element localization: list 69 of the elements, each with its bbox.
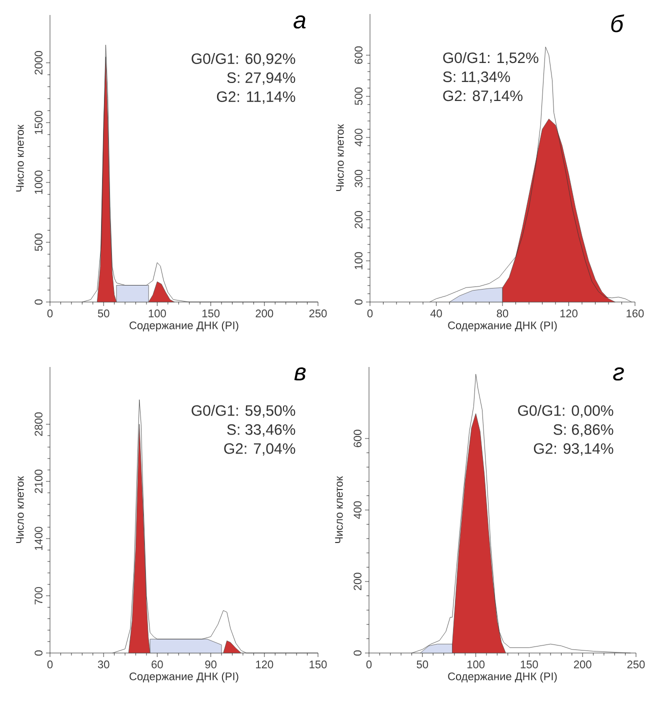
x-tick-label: 150: [310, 660, 327, 668]
chart-title: в: [294, 367, 306, 380]
x-tick-label: 50: [416, 660, 428, 668]
y-tick-label: 1000: [34, 170, 42, 194]
x-tick-label: 90: [205, 660, 216, 668]
x-tick-label: 150: [202, 310, 220, 318]
x-tick-label: 120: [560, 310, 578, 318]
y-tick-label: 300: [354, 170, 362, 188]
x-tick-label: 100: [467, 660, 485, 668]
x-tick-label: 80: [496, 310, 508, 318]
y-axis-title: Число клеток: [335, 476, 343, 543]
y-tick-label: 200: [354, 572, 362, 590]
y-tick-label: 2800: [34, 412, 42, 436]
y-tick-label: 500: [354, 88, 362, 106]
annotation: S: 6,86%: [554, 424, 614, 437]
annotation: S: 27,94%: [227, 72, 296, 85]
y-axis-title: Число клеток: [16, 124, 24, 192]
x-tick-label: 30: [98, 660, 110, 668]
y-tick-label: 700: [34, 587, 42, 604]
annotation: G2: 11,14%: [216, 91, 296, 104]
x-tick-label: 100: [148, 310, 166, 318]
x-tick-label: 250: [309, 310, 327, 318]
x-tick-label: 40: [430, 310, 442, 318]
x-tick-label: 0: [47, 660, 53, 668]
x-axis-title: Содержание ДНК (PI): [130, 321, 238, 332]
y-tick-label: 2000: [34, 51, 42, 75]
annotation: S: 11,34%: [443, 71, 510, 84]
annotation: G2: 7,04%: [224, 443, 296, 456]
y-axis-title: Число клеток: [336, 124, 344, 191]
y-tick-label: 400: [354, 128, 362, 146]
x-tick-label: 150: [520, 660, 538, 668]
y-tick-label: 0: [34, 650, 42, 656]
y-tick-label: 600: [354, 430, 362, 448]
y-tick-label: 400: [354, 501, 362, 519]
x-tick-label: 0: [367, 310, 373, 318]
x-tick-label: 60: [152, 660, 163, 668]
y-tick-label: 2100: [34, 470, 42, 494]
y-tick-label: 1400: [34, 526, 42, 550]
x-tick-label: 120: [256, 660, 274, 668]
y-tick-label: 500: [34, 233, 42, 251]
chart-title: г: [613, 367, 624, 381]
x-tick-label: 0: [366, 660, 372, 668]
x-tick-label: 200: [256, 310, 274, 318]
x-axis-title: Содержание ДНК (PI): [448, 672, 557, 682]
chart-title: а: [294, 15, 306, 29]
chart-title: б: [611, 14, 624, 32]
annotation: S: 33,46%: [227, 424, 296, 437]
y-axis-title: Число клеток: [16, 476, 24, 543]
annotation: G0/G1: 60,92%: [192, 52, 296, 66]
line-series: [429, 46, 632, 302]
x-tick-label: 160: [626, 310, 644, 318]
y-tick-label: 100: [354, 252, 362, 270]
x-tick-label: 250: [627, 660, 645, 668]
x-tick-label: 200: [574, 660, 592, 668]
y-tick-label: 0: [354, 650, 362, 656]
y-tick-label: 0: [354, 299, 362, 305]
annotation: G0/G1: 59,50%: [192, 404, 296, 418]
annotation: G2: 87,14%: [443, 90, 522, 103]
x-tick-label: 50: [98, 310, 110, 318]
y-tick-label: 1500: [34, 110, 42, 134]
x-tick-label: 0: [47, 310, 53, 318]
y-tick-label: 0: [34, 299, 42, 305]
y-tick-label: 200: [354, 210, 362, 228]
annotation: G0/G1: 1,52%: [443, 52, 538, 65]
annotation: G2: 93,14%: [534, 443, 614, 456]
x-axis-title: Содержание ДНК (PI): [130, 672, 238, 682]
x-axis-title: Содержание ДНК (PI): [448, 321, 557, 332]
y-tick-label: 600: [354, 46, 362, 64]
annotation: G0/G1: 0,00%: [518, 404, 614, 418]
